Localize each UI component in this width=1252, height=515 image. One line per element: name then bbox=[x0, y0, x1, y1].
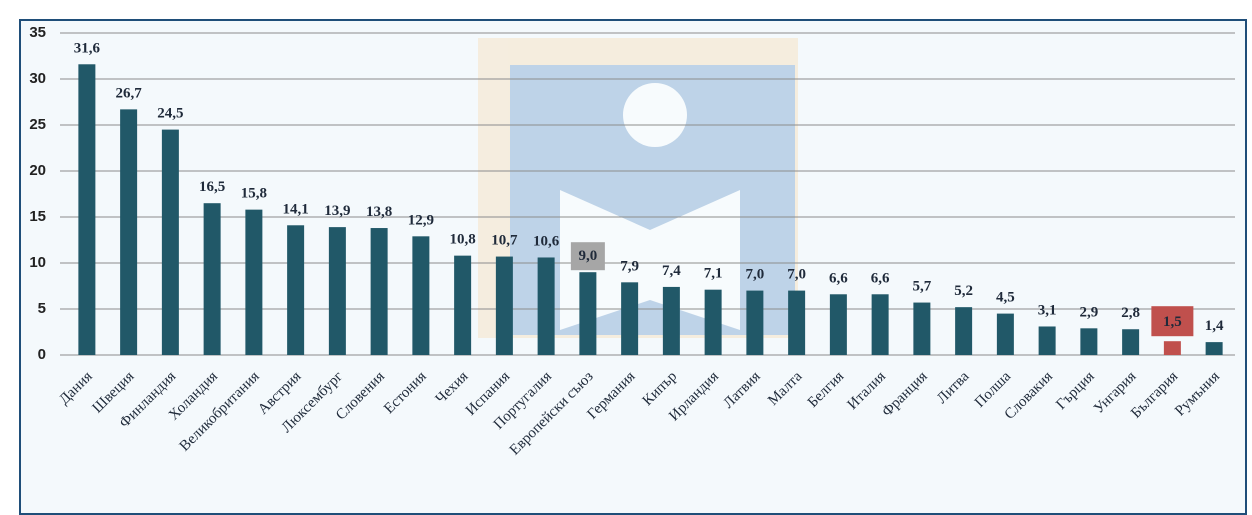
value-label: 7,0 bbox=[787, 267, 806, 283]
bar bbox=[621, 282, 639, 355]
bar bbox=[996, 313, 1014, 355]
value-label: 9,0 bbox=[579, 248, 598, 264]
value-label: 31,6 bbox=[74, 40, 101, 56]
bar bbox=[287, 225, 305, 355]
y-tick-label: 15 bbox=[29, 208, 46, 225]
bar bbox=[412, 236, 430, 355]
value-label: 5,7 bbox=[913, 279, 932, 295]
bar bbox=[704, 289, 722, 355]
value-label: 10,8 bbox=[450, 232, 476, 248]
value-label: 5,2 bbox=[954, 283, 973, 299]
y-tick-label: 10 bbox=[29, 254, 46, 271]
value-label: 2,8 bbox=[1121, 305, 1140, 321]
bar bbox=[955, 307, 973, 355]
value-label: 16,5 bbox=[199, 179, 225, 195]
value-label: 6,6 bbox=[871, 270, 890, 286]
y-tick-label: 0 bbox=[38, 346, 46, 363]
bar bbox=[1205, 342, 1223, 355]
value-label: 24,5 bbox=[157, 106, 183, 122]
bar bbox=[161, 129, 179, 355]
bar bbox=[788, 290, 806, 355]
value-label: 7,9 bbox=[620, 258, 639, 274]
value-label: 13,9 bbox=[324, 203, 350, 219]
bar bbox=[662, 286, 680, 355]
value-label-background bbox=[570, 242, 605, 271]
value-label: 2,9 bbox=[1080, 304, 1099, 320]
bar bbox=[1038, 326, 1056, 355]
value-label: 7,0 bbox=[746, 267, 765, 283]
value-label: 15,8 bbox=[241, 186, 267, 202]
frame bbox=[19, 19, 1247, 515]
value-label: 1,5 bbox=[1163, 314, 1182, 330]
value-label: 10,7 bbox=[491, 233, 518, 249]
value-label-background bbox=[1151, 306, 1194, 337]
bar bbox=[370, 228, 388, 355]
bar bbox=[913, 302, 931, 355]
bar bbox=[245, 209, 263, 355]
bar bbox=[1122, 329, 1140, 355]
bar bbox=[829, 294, 847, 355]
bar bbox=[746, 290, 764, 355]
bar bbox=[537, 257, 555, 355]
value-label: 13,8 bbox=[366, 204, 392, 220]
y-tick-label: 25 bbox=[29, 116, 46, 133]
bar bbox=[454, 255, 472, 355]
bar bbox=[78, 64, 96, 355]
bar bbox=[328, 227, 346, 355]
y-tick-label: 20 bbox=[29, 162, 46, 179]
y-tick-label: 5 bbox=[38, 300, 46, 317]
value-label: 6,6 bbox=[829, 270, 848, 286]
value-label: 4,5 bbox=[996, 290, 1015, 306]
bar bbox=[1080, 328, 1098, 355]
bar bbox=[1163, 341, 1181, 355]
value-label: 7,4 bbox=[662, 263, 681, 279]
bar bbox=[579, 272, 597, 355]
value-label: 1,4 bbox=[1205, 318, 1224, 334]
value-label: 10,6 bbox=[533, 233, 560, 249]
y-tick-label: 30 bbox=[29, 70, 46, 87]
value-label: 12,9 bbox=[408, 212, 434, 228]
y-tick-label: 35 bbox=[29, 24, 46, 41]
bar bbox=[871, 294, 889, 355]
value-label: 7,1 bbox=[704, 266, 723, 282]
watermark bbox=[478, 38, 798, 338]
value-label: 26,7 bbox=[116, 85, 143, 101]
bar bbox=[495, 256, 513, 355]
value-label: 14,1 bbox=[283, 201, 309, 217]
bar bbox=[203, 203, 221, 355]
value-label: 3,1 bbox=[1038, 302, 1057, 318]
bar bbox=[120, 109, 138, 355]
